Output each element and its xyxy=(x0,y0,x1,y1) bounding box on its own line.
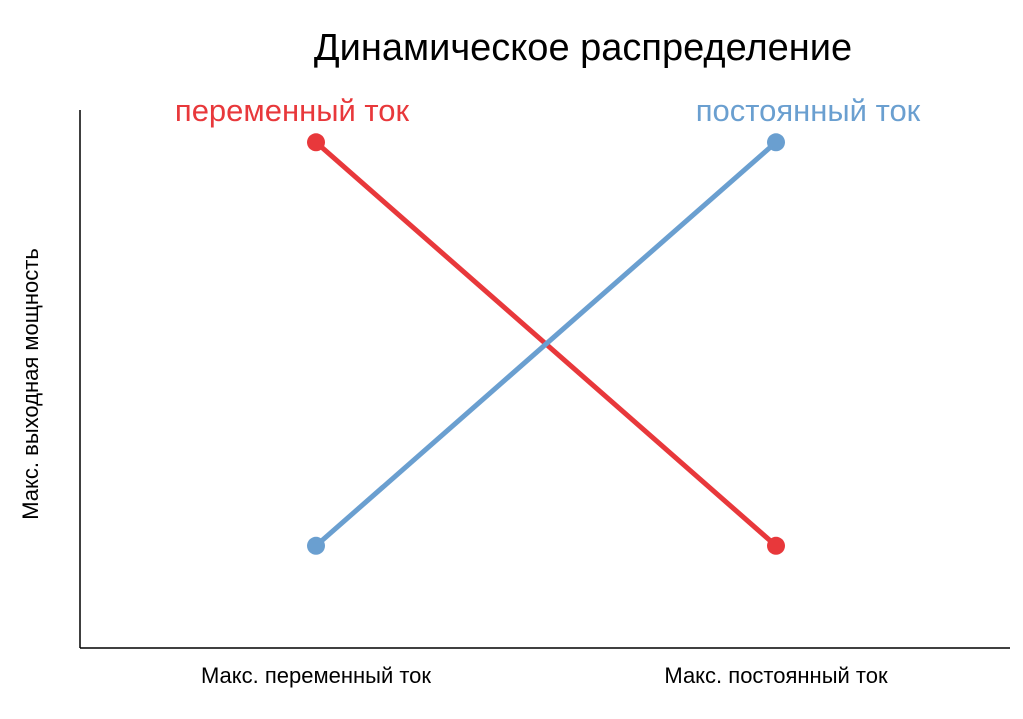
legend-label: переменный ток xyxy=(175,93,410,128)
x-tick-label: Макс. постоянный ток xyxy=(664,663,888,688)
data-point xyxy=(307,536,325,555)
data-point xyxy=(767,133,785,152)
data-point xyxy=(767,536,785,555)
series-line xyxy=(314,140,778,548)
x-tick-label: Макс. переменный ток xyxy=(201,663,431,688)
data-point xyxy=(307,133,325,152)
y-axis-label: Макс. выходная мощность xyxy=(18,248,43,520)
chart-title: Динамическое распределение xyxy=(314,27,852,69)
legend-label: постоянный ток xyxy=(696,93,921,128)
